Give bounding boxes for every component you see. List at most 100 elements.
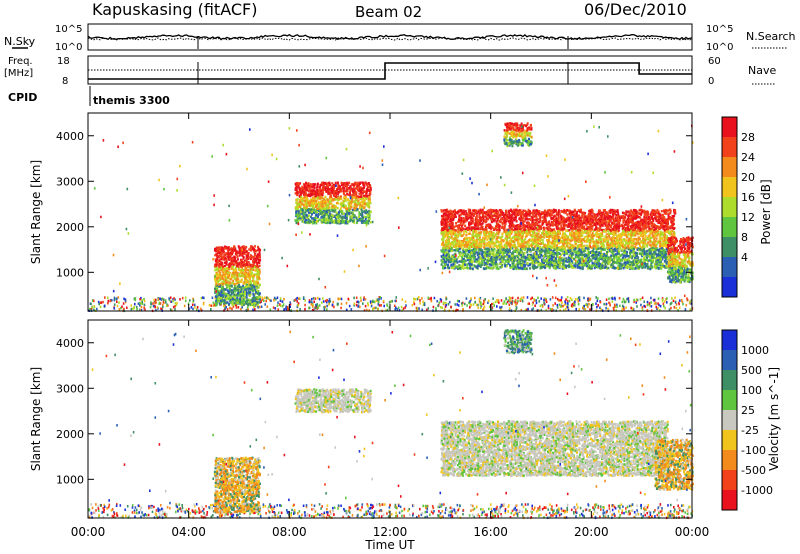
data-cell [368,309,370,312]
data-cell [253,250,256,253]
data-cell [673,214,676,218]
data-cell [242,263,245,267]
data-cell [453,263,456,266]
data-cell [351,187,354,191]
data-cell [576,210,579,214]
data-cell [235,253,238,256]
data-cell [545,308,548,312]
data-cell [508,296,511,299]
data-cell [215,304,218,307]
data-cell [227,294,230,297]
data-cell [548,266,551,270]
data-cell [236,274,239,278]
nave-tick-bottom: 0 [708,76,714,87]
data-cell [296,296,298,300]
data-cell [365,202,368,205]
data-cell [257,259,260,262]
data-cell [319,197,322,200]
data-cell [257,265,260,269]
data-cell [265,296,268,300]
data-cell [254,269,257,272]
data-cell [505,247,508,251]
data-cell [346,214,349,217]
data-cell [93,305,96,308]
data-cell [243,248,245,251]
data-cell [247,264,250,267]
data-cell [235,278,238,281]
data-cell [257,297,260,301]
data-cell [230,289,233,292]
data-cell [489,208,492,212]
data-cell [632,212,635,216]
data-cell [252,259,254,263]
data-cell [303,191,306,194]
data-cell [183,304,186,308]
data-cell [321,193,324,197]
data-cell [531,296,533,300]
data-cell [525,308,528,311]
data-cell [216,255,219,258]
data-cell [611,246,614,249]
data-cell [514,213,516,216]
data-cell [656,218,659,222]
data-cell [251,302,254,305]
data-cell [619,262,622,265]
data-cell [342,212,345,215]
data-cell [394,308,396,311]
data-cell [150,301,152,304]
data-cell [367,186,370,189]
data-cell [130,307,133,311]
data-cell [228,274,231,277]
data-cell [225,280,228,284]
data-cell [258,270,261,274]
data-cell [369,300,372,303]
data-cell [358,301,360,304]
data-cell [226,289,229,292]
noise-right-tick-top: 10^5 [706,24,733,35]
data-cell [301,197,304,200]
data-cell [251,266,254,270]
data-cell [533,211,536,214]
data-cell [673,306,676,309]
data-cell [250,248,252,251]
data-cell [217,280,219,284]
data-cell [519,213,522,216]
data-cell [225,261,228,265]
data-cell [461,302,463,305]
data-cell [245,288,248,291]
data-cell [200,296,203,300]
data-cell [545,300,548,304]
data-cell [152,305,155,308]
data-cell [422,300,424,303]
data-cell [512,208,515,212]
data-cell [645,250,647,253]
data-cell [250,300,253,304]
data-cell [634,265,637,268]
data-cell [357,304,360,307]
data-cell [235,250,238,253]
data-cell [217,260,219,263]
data-cell [574,298,577,301]
data-cell [458,260,461,263]
data-cell [250,245,253,248]
noise-left-tick-top: 10^5 [55,24,82,35]
data-cell [301,199,304,203]
data-cell [325,217,328,220]
data-cell [608,297,610,301]
data-cell [355,191,358,195]
data-cell [328,214,331,218]
data-cell [533,241,536,245]
data-cell [213,249,216,252]
data-cell [369,185,372,188]
data-cell [309,221,312,225]
data-cell [248,285,250,288]
data-cell [547,306,550,310]
data-cell [234,248,236,251]
data-cell [234,297,237,300]
data-cell [306,207,309,210]
data-cell [583,296,585,300]
data-cell [445,304,447,307]
data-cell [297,210,300,213]
data-cell [611,300,614,303]
data-cell [667,226,670,229]
